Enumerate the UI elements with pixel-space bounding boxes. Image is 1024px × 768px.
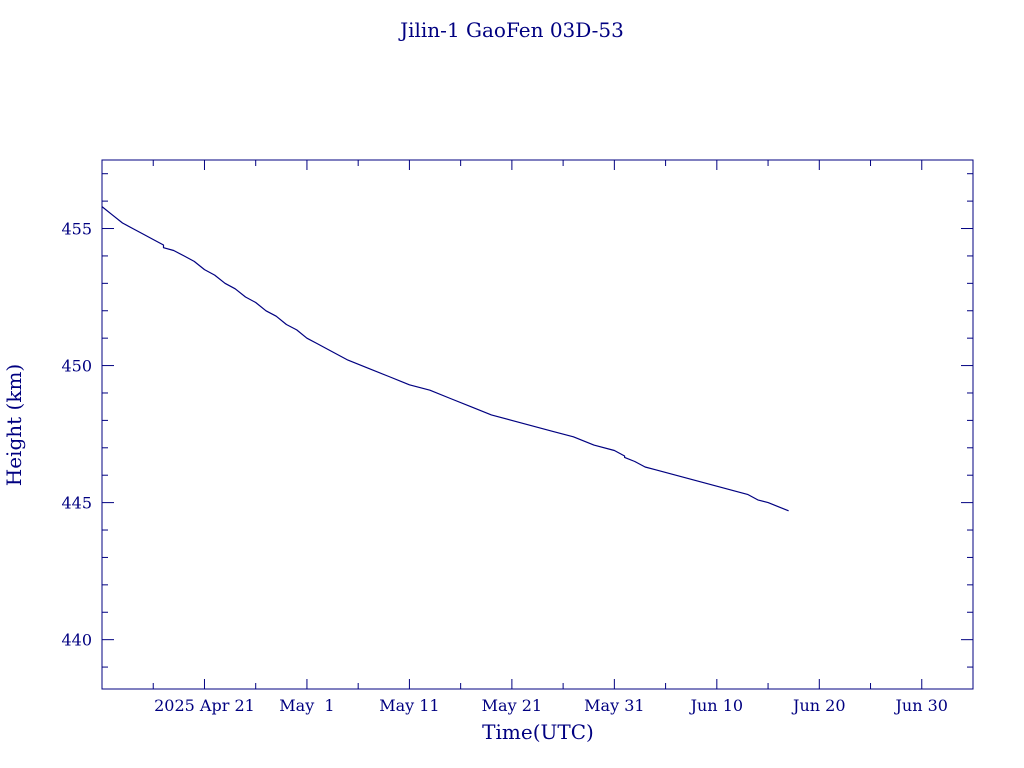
x-tick-label: Jun 20 xyxy=(791,696,845,715)
chart-title: Jilin-1 GaoFen 03D-53 xyxy=(398,18,624,42)
y-axis-label: Height (km) xyxy=(2,364,26,486)
x-tick-label: Jun 10 xyxy=(689,696,743,715)
x-tick-label: Jun 30 xyxy=(894,696,948,715)
height-series-line xyxy=(101,206,789,512)
x-axis-label: Time(UTC) xyxy=(482,720,594,744)
x-tick-label: May 1 xyxy=(279,696,334,715)
y-tick-label: 440 xyxy=(61,631,92,650)
x-tick-label: 2025 Apr 21 xyxy=(154,696,255,715)
x-tick-label: May 21 xyxy=(482,696,542,715)
x-tick-label: May 11 xyxy=(379,696,439,715)
y-tick-label: 450 xyxy=(61,357,92,376)
x-tick-label: May 31 xyxy=(584,696,644,715)
y-tick-label: 455 xyxy=(61,220,92,239)
y-tick-label: 445 xyxy=(61,494,92,513)
plot-frame xyxy=(101,159,974,690)
